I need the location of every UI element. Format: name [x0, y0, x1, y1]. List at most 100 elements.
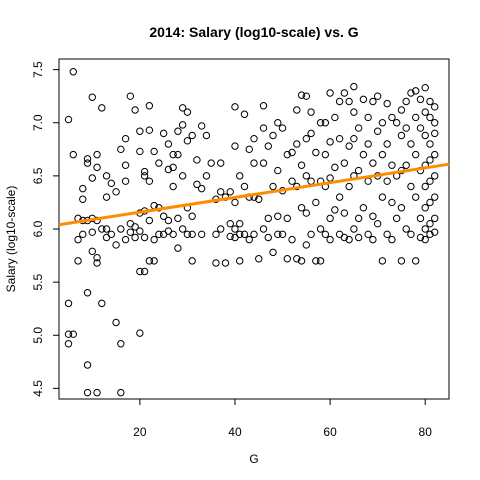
- data-point: [193, 180, 201, 189]
- data-point: [240, 182, 249, 191]
- data-point: [83, 155, 92, 163]
- data-point: [197, 184, 206, 193]
- data-point: [431, 193, 439, 201]
- data-point: [259, 102, 268, 110]
- data-point: [188, 131, 196, 140]
- data-point: [359, 95, 368, 104]
- data-point: [388, 161, 396, 169]
- data-point: [136, 227, 144, 235]
- y-axis-label: Salary (log10-scale): [4, 186, 18, 293]
- data-point: [136, 147, 144, 156]
- data-point: [64, 330, 73, 338]
- data-point: [264, 214, 272, 223]
- trend-line-group: [58, 162, 450, 227]
- data-point: [164, 216, 173, 225]
- data-point: [174, 150, 182, 159]
- data-point: [107, 179, 116, 188]
- data-point: [88, 174, 96, 182]
- data-point: [312, 198, 320, 207]
- data-point: [159, 230, 168, 239]
- data-point: [212, 259, 220, 267]
- data-point: [302, 241, 311, 249]
- data-point: [178, 104, 187, 112]
- data-point: [402, 225, 410, 233]
- data-point: [188, 212, 196, 220]
- data-point: [259, 159, 268, 167]
- data-point: [416, 233, 425, 242]
- data-point: [150, 147, 158, 156]
- data-point: [88, 228, 96, 236]
- data-point: [98, 299, 106, 308]
- data-point: [236, 172, 244, 180]
- data-point: [231, 225, 239, 233]
- data-point: [117, 225, 125, 233]
- data-point: [174, 244, 182, 252]
- data-point: [369, 212, 377, 220]
- data-point: [178, 121, 187, 129]
- data-point: [416, 214, 425, 223]
- data-point: [426, 156, 434, 164]
- data-point: [102, 233, 111, 242]
- data-point: [131, 233, 139, 242]
- data-point: [217, 225, 225, 233]
- data-point: [140, 233, 149, 242]
- data-point: [431, 150, 439, 159]
- data-point: [164, 165, 173, 174]
- data-point: [169, 150, 177, 159]
- data-point: [98, 104, 106, 112]
- data-point: [402, 97, 410, 106]
- data-point: [359, 150, 368, 159]
- data-point: [335, 97, 344, 106]
- data-point: [350, 82, 358, 91]
- data-point: [321, 230, 330, 239]
- data-point: [188, 257, 196, 265]
- data-point: [136, 127, 144, 135]
- data-point: [340, 159, 349, 167]
- x-tick-label: 80: [419, 425, 433, 439]
- y-tick-label: 5.0: [31, 327, 45, 344]
- data-point: [207, 159, 215, 167]
- data-point: [140, 267, 149, 276]
- data-point: [354, 124, 363, 132]
- data-point: [369, 97, 377, 106]
- data-point: [107, 230, 116, 239]
- data-point: [178, 225, 187, 233]
- data-point: [297, 161, 306, 169]
- data-point: [359, 204, 368, 212]
- data-point: [188, 230, 196, 239]
- data-point: [312, 257, 320, 265]
- data-point: [364, 140, 372, 148]
- data-point: [255, 255, 263, 263]
- data-point: [240, 110, 249, 118]
- data-point: [250, 134, 258, 143]
- data-point: [183, 230, 192, 239]
- data-point: [431, 228, 439, 236]
- data-point: [88, 247, 96, 256]
- data-point: [150, 235, 158, 244]
- data-point: [421, 235, 429, 244]
- data-point: [231, 103, 239, 111]
- data-point: [221, 259, 230, 267]
- data-point: [93, 163, 101, 172]
- data-point: [331, 163, 339, 172]
- data-point: [117, 145, 125, 154]
- data-point: [112, 188, 120, 196]
- data-point: [64, 299, 73, 308]
- data-point: [83, 159, 92, 167]
- data-point: [388, 113, 396, 122]
- data-point: [88, 93, 96, 101]
- data-point: [383, 99, 391, 108]
- data-point: [307, 230, 315, 239]
- data-point: [431, 129, 439, 138]
- data-point: [345, 235, 353, 244]
- y-tick-label: 4.5: [31, 380, 45, 397]
- data-point: [93, 388, 101, 397]
- data-point: [178, 172, 187, 180]
- data-point: [112, 318, 120, 327]
- data-point: [102, 172, 111, 180]
- data-point: [259, 225, 268, 233]
- data-point: [326, 89, 334, 97]
- data-point: [378, 119, 387, 127]
- data-point: [93, 253, 101, 262]
- data-point: [412, 257, 420, 265]
